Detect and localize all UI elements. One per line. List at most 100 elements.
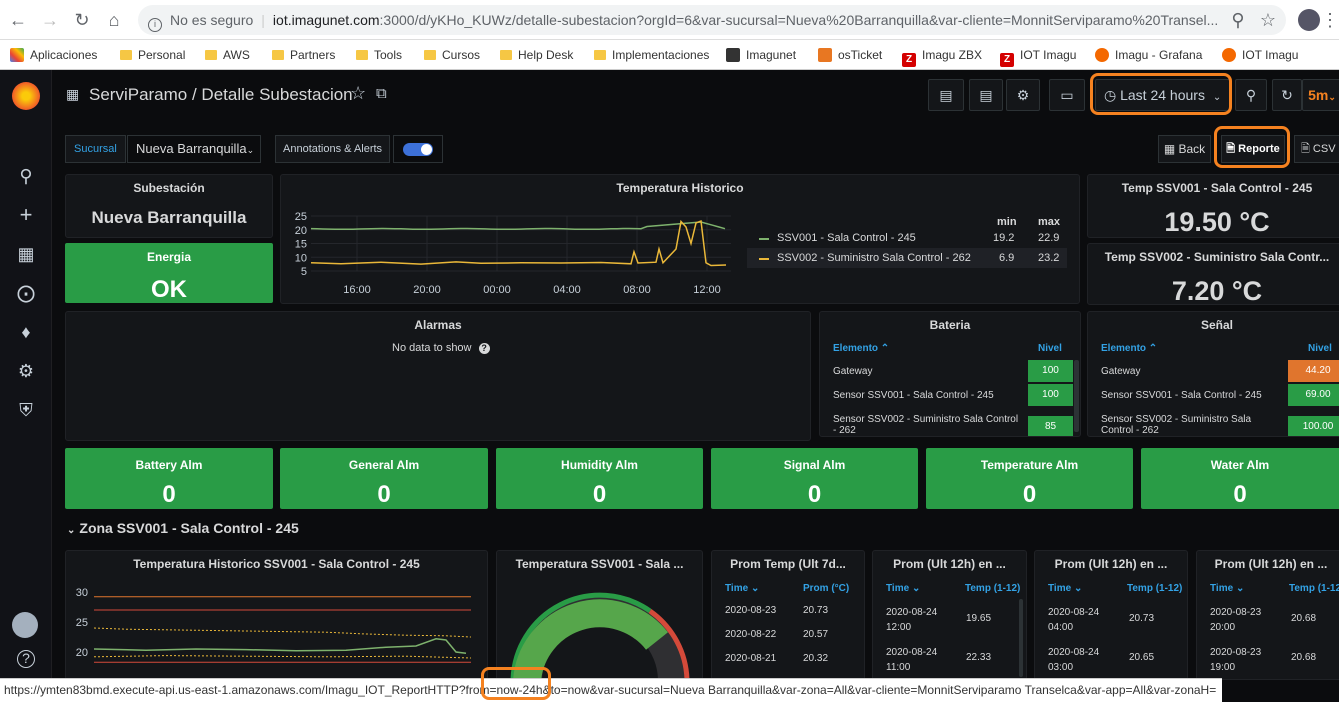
table-cell: Gateway <box>833 366 873 377</box>
reporte-link[interactable]: 🗎 Reporte <box>1221 135 1285 163</box>
column-header-time[interactable]: Time ⌄ <box>1048 583 1083 594</box>
dashboard-title[interactable]: ServiParamo / Detalle Subestacion <box>89 85 353 104</box>
csv-link[interactable]: 🗎 CSV <box>1294 135 1339 163</box>
table-cell: Sensor SSV002 - Suministro Sala Control … <box>1101 414 1252 434</box>
subestacion-value: Nueva Barranquilla <box>91 208 247 227</box>
bookmark-iot-imagu[interactable]: Z IOT Imagu <box>1000 40 1076 70</box>
back-link[interactable]: ▦ Back <box>1158 135 1211 163</box>
bookmark-osticket[interactable]: osTicket <box>818 40 882 70</box>
share-icon[interactable]: ⧉ <box>376 85 387 102</box>
legend-max-2: 23.2 <box>1038 252 1060 264</box>
legend-swatch <box>759 258 769 260</box>
tv-mode-icon[interactable]: ▭ <box>1049 79 1085 111</box>
y-tick-label: 5 <box>301 266 307 278</box>
panel-title: Temperatura Historico <box>616 181 744 195</box>
legend-series-2[interactable]: SSV002 - Suministro Sala Control - 262 <box>777 252 971 264</box>
configuration-gear-icon[interactable]: ⚙ <box>17 361 35 381</box>
time-picker-button[interactable]: ◷ Last 24 hours ⌄ <box>1095 79 1231 111</box>
annotations-toggle[interactable] <box>403 143 433 156</box>
legend-series-1[interactable]: SSV001 - Sala Control - 245 <box>777 232 916 244</box>
legend-swatch <box>759 238 769 240</box>
home-icon[interactable]: ⌂ <box>108 10 120 30</box>
plus-icon[interactable]: + <box>19 202 33 227</box>
settings-gear-icon[interactable]: ⚙ <box>1006 79 1040 111</box>
bookmark-personal[interactable]: Personal <box>120 40 185 70</box>
bookmark-aws[interactable]: AWS <box>205 40 250 70</box>
bookmark-imagu-grafana[interactable]: Imagu - Grafana <box>1095 40 1202 70</box>
bookmark-cursos[interactable]: Cursos <box>424 40 480 70</box>
column-header-time[interactable]: Time ⌄ <box>725 583 760 594</box>
alerting-bell-icon[interactable]: ♦ <box>21 322 31 342</box>
search-icon[interactable]: ⚲ <box>19 166 33 186</box>
help-icon[interactable]: ? <box>17 650 35 668</box>
bookmark-iot-imagu-2[interactable]: IOT Imagu <box>1222 40 1298 70</box>
sucursal-label: Sucursal <box>65 135 126 163</box>
bookmark-tools[interactable]: Tools <box>356 40 402 70</box>
column-header-time[interactable]: Time ⌄ <box>1210 583 1245 594</box>
column-header-nivel[interactable]: Nivel <box>1308 343 1332 354</box>
column-header-temp[interactable]: Temp (1-12) <box>1127 583 1183 594</box>
scrollbar[interactable] <box>1074 360 1079 432</box>
prom-12h-panel-1: Prom (Ult 12h) en ... Time ⌄ Temp (1-12)… <box>872 550 1027 680</box>
star-icon[interactable]: ☆ <box>350 83 367 103</box>
table-cell: 20.32 <box>803 653 829 664</box>
grafana-icon <box>1095 48 1109 62</box>
bookmark-imagunet[interactable]: Imagunet <box>726 40 796 70</box>
bookmark-implementaciones[interactable]: Implementaciones <box>594 40 709 70</box>
alarmas-panel: Alarmas No data to show ? <box>65 311 811 441</box>
help-icon[interactable]: ? <box>478 343 490 354</box>
profile-avatar[interactable] <box>1298 9 1320 31</box>
panel-title: Prom (Ult 12h) en ... <box>893 557 1006 571</box>
grafana-logo-icon[interactable] <box>12 82 40 110</box>
column-header-temp[interactable]: Temp (1-12) <box>1289 583 1339 594</box>
back-arrow-icon[interactable]: ← <box>9 10 27 30</box>
add-panel-icon[interactable]: ▤ <box>928 79 964 111</box>
temperature-gauge <box>510 592 690 679</box>
temperatura-historico-panel: Temperatura Historico 25 20 15 10 5 16:00 20:0… <box>280 174 1080 304</box>
column-header-temp[interactable]: Temp (1-12) <box>965 583 1021 594</box>
no-data-text: No data to show ? <box>392 342 490 354</box>
chevron-down-icon: ⌄ <box>246 145 255 155</box>
x-tick-label: 16:00 <box>343 284 371 296</box>
dashboards-grid-icon[interactable]: ▦ <box>17 244 35 264</box>
column-header-elemento[interactable]: Elemento ⌃ <box>1101 343 1158 354</box>
column-header-nivel[interactable]: Nivel <box>1038 343 1062 354</box>
save-icon[interactable]: ▤ <box>969 79 1003 111</box>
column-header-prom[interactable]: Prom (°C) <box>803 583 850 594</box>
sucursal-select[interactable]: Nueva Barranquilla⌄ <box>127 135 261 163</box>
reload-icon[interactable]: ↻ <box>74 10 90 30</box>
user-avatar[interactable] <box>12 612 38 638</box>
bookmark-star-icon[interactable]: ☆ <box>1259 10 1277 30</box>
energia-panel: Energia OK <box>65 243 273 303</box>
apps-grid-icon <box>10 48 24 62</box>
refresh-icon[interactable]: ↻ <box>1272 79 1302 111</box>
series-line-min <box>93 655 472 659</box>
forward-arrow-icon[interactable]: → <box>41 10 59 30</box>
highlight-time-picker <box>1090 73 1232 115</box>
address-bar[interactable]: i No es seguro | iot.imagunet.com:3000/d/yK… <box>138 5 1286 35</box>
y-tick-label: 20 <box>76 647 88 659</box>
zoom-out-icon[interactable]: ⚲ <box>1235 79 1267 111</box>
bookmark-helpdesk[interactable]: Help Desk <box>500 40 573 70</box>
shield-icon[interactable]: ⛨ <box>19 400 33 420</box>
menu-kebab-icon[interactable]: ⋮ <box>1321 10 1339 30</box>
column-header-time[interactable]: Time ⌄ <box>886 583 921 594</box>
zabbix-icon: Z <box>1000 53 1014 67</box>
column-header-elemento[interactable]: Elemento ⌃ <box>833 343 890 354</box>
bookmark-partners[interactable]: Partners <box>272 40 335 70</box>
imagunet-icon <box>726 48 740 62</box>
temperature-alm-panel: Temperature Alm 0 <box>926 448 1133 509</box>
temp-ssv001-panel: Temp SSV001 - Sala Control - 245 19.50 °… <box>1087 174 1339 238</box>
info-icon[interactable]: i <box>148 18 162 32</box>
zona-row-header[interactable]: ⌄ Zona SSV001 - Sala Control - 245 <box>67 520 299 536</box>
zoom-icon[interactable]: ⚲ <box>1231 10 1245 30</box>
bookmark-imagu-zbx[interactable]: Z Imagu ZBX <box>902 40 982 70</box>
explore-compass-icon[interactable]: ⨀ <box>17 283 35 303</box>
bookmark-apps[interactable]: Aplicaciones <box>10 40 97 70</box>
refresh-interval-button[interactable]: 5m⌄ <box>1302 79 1339 111</box>
scrollbar[interactable] <box>1019 599 1023 677</box>
table-cell: 2020-08-23 20:00 <box>1210 607 1262 633</box>
chevron-down-icon: ⌄ <box>1212 92 1222 103</box>
panel-title: Energia <box>146 250 191 264</box>
y-tick-label: 25 <box>76 617 88 629</box>
